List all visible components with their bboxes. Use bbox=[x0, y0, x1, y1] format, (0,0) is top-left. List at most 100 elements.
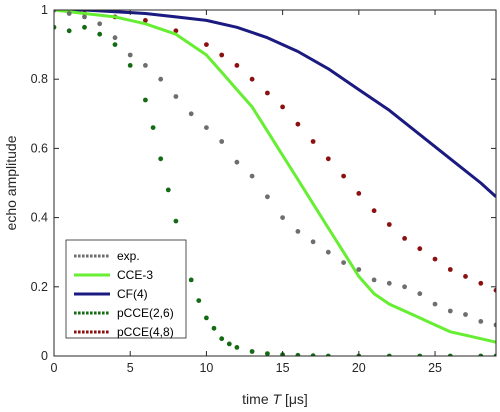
series-exp. bbox=[54, 10, 496, 328]
legend: exp. CCE-3 CF(4) pCCE(2,6) pCCE(4,8) bbox=[65, 239, 187, 339]
data-point bbox=[463, 274, 468, 279]
data-point bbox=[310, 353, 316, 356]
data-point bbox=[158, 156, 164, 162]
data-point bbox=[127, 63, 133, 68]
data-point bbox=[112, 35, 118, 41]
x-tick-label: 10 bbox=[199, 361, 213, 375]
series-line bbox=[54, 10, 496, 198]
data-point bbox=[386, 353, 392, 356]
data-point bbox=[402, 284, 407, 290]
data-point bbox=[447, 267, 453, 272]
series-line bbox=[54, 10, 496, 344]
data-point bbox=[493, 322, 496, 328]
legend-entry: pCCE(4,8) bbox=[74, 325, 174, 339]
data-point bbox=[325, 249, 331, 255]
legend-label: CCE-3 bbox=[117, 268, 153, 282]
data-point bbox=[112, 42, 118, 47]
x-tick-label: 15 bbox=[276, 361, 290, 375]
data-point bbox=[188, 277, 194, 283]
data-point bbox=[341, 173, 346, 179]
y-tick-label: 0.2 bbox=[31, 280, 48, 294]
legend-label: pCCE(2,6) bbox=[117, 306, 174, 320]
data-point bbox=[295, 121, 301, 127]
data-point bbox=[478, 353, 484, 356]
data-point bbox=[219, 139, 225, 144]
data-point bbox=[371, 208, 377, 214]
legend-label: exp. bbox=[117, 249, 140, 263]
y-tick-label: 0.4 bbox=[31, 211, 48, 225]
data-point bbox=[310, 139, 316, 144]
data-point bbox=[249, 173, 255, 179]
x-axis-label-prefix: time bbox=[242, 391, 272, 407]
data-point bbox=[173, 218, 179, 224]
data-point bbox=[234, 159, 240, 165]
data-point bbox=[188, 111, 194, 117]
data-point bbox=[417, 291, 423, 297]
data-point bbox=[82, 14, 87, 20]
data-point bbox=[478, 319, 484, 324]
data-point bbox=[173, 28, 179, 34]
data-point bbox=[325, 156, 331, 162]
y-tick-label: 1 bbox=[41, 3, 48, 17]
data-point bbox=[54, 10, 57, 13]
data-point bbox=[463, 312, 468, 317]
data-point bbox=[325, 353, 331, 356]
data-point bbox=[310, 239, 316, 245]
legend-label: pCCE(4,8) bbox=[117, 325, 174, 339]
series-layer bbox=[54, 10, 496, 356]
data-point bbox=[341, 260, 346, 265]
data-point bbox=[97, 21, 103, 27]
data-point bbox=[295, 229, 301, 234]
tick-layer: 0 5 10 15 20 25 0 0.2 0.4 0.6 0.8 1 bbox=[31, 3, 496, 375]
x-axis-label-variable: T bbox=[273, 391, 283, 407]
data-point bbox=[265, 194, 270, 200]
series-CCE-3 bbox=[54, 10, 496, 344]
data-point bbox=[249, 76, 255, 82]
legend-entry: exp. bbox=[74, 249, 140, 263]
data-point bbox=[97, 31, 103, 37]
data-point bbox=[82, 24, 87, 30]
data-point bbox=[417, 246, 423, 252]
data-point bbox=[219, 52, 225, 58]
data-point bbox=[249, 349, 255, 354]
data-point bbox=[386, 222, 392, 227]
data-point bbox=[432, 301, 438, 307]
data-point bbox=[295, 352, 301, 356]
series-pCCE(2,6) bbox=[54, 24, 496, 356]
data-point bbox=[143, 97, 148, 103]
data-point bbox=[478, 280, 484, 286]
data-point bbox=[371, 277, 377, 283]
data-point bbox=[158, 76, 164, 82]
y-axis-label: echo amplitude bbox=[3, 135, 19, 230]
data-point bbox=[66, 28, 72, 34]
y-tick-label: 0.6 bbox=[31, 141, 48, 155]
legend-entry: pCCE(2,6) bbox=[74, 306, 174, 320]
data-point bbox=[493, 353, 496, 356]
data-point bbox=[211, 325, 217, 331]
x-tick-label: 25 bbox=[428, 361, 442, 375]
data-point bbox=[219, 336, 225, 342]
data-point bbox=[447, 353, 453, 356]
legend-entry: CCE-3 bbox=[74, 268, 153, 282]
data-point bbox=[386, 280, 392, 286]
data-point bbox=[234, 345, 240, 350]
data-point bbox=[143, 63, 148, 68]
x-axis-label-unit: [μs] bbox=[281, 391, 308, 407]
data-point bbox=[265, 90, 270, 96]
data-point bbox=[226, 341, 232, 347]
data-point bbox=[356, 267, 362, 272]
y-tick-label: 0 bbox=[41, 349, 48, 363]
data-point bbox=[66, 11, 72, 16]
data-point bbox=[165, 187, 171, 193]
data-point bbox=[417, 353, 423, 356]
data-point bbox=[204, 315, 209, 321]
data-point bbox=[493, 287, 496, 293]
data-point bbox=[54, 24, 57, 30]
x-axis-label: time T [μs] bbox=[242, 391, 308, 407]
legend-entry: CF(4) bbox=[74, 287, 148, 301]
x-tick-label: 5 bbox=[127, 361, 134, 375]
data-point bbox=[204, 125, 209, 130]
data-point bbox=[204, 42, 209, 47]
data-point bbox=[143, 18, 148, 23]
